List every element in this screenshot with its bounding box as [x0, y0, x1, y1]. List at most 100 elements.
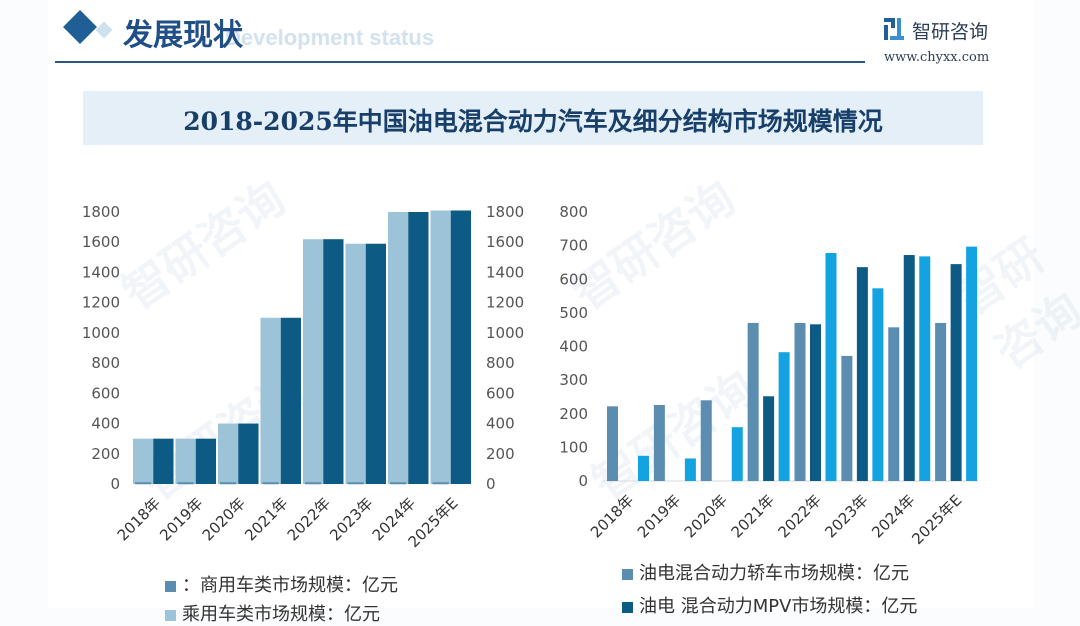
bar-light: [260, 317, 281, 484]
bar-dark: [323, 239, 344, 484]
bar-series-0: [653, 405, 665, 481]
y-tick-label: 100: [559, 438, 588, 456]
y2-tick-label: 200: [486, 445, 515, 463]
bar-light: [388, 212, 409, 484]
bar-series-0: [747, 322, 759, 481]
bar-series-1: [763, 396, 775, 481]
y-tick-label: 300: [559, 371, 588, 389]
bar-series-2: [966, 246, 978, 481]
x-tick-label: 2019年: [156, 494, 206, 544]
y-tick-label: 400: [559, 338, 588, 356]
bar-series-1: [856, 267, 868, 481]
bar-series-1: [950, 264, 962, 481]
bar-commercial: [390, 482, 407, 485]
y-tick-label: 1000: [82, 324, 120, 342]
bar-light: [430, 210, 451, 484]
header-divider: [55, 61, 865, 63]
legend-item-mpv: 油电 混合动力MPV市场规模：亿元: [622, 592, 917, 618]
bar-dark: [280, 317, 301, 484]
y-tick-label: 0: [110, 475, 120, 493]
bar-dark: [195, 438, 216, 484]
y2-tick-label: 1200: [486, 294, 524, 312]
chart-title: 2018-2025年中国油电混合动力汽车及细分结构市场规模情况: [183, 107, 883, 136]
bar-series-2: [731, 427, 743, 481]
y-tick-label: 700: [559, 237, 588, 255]
bar-dark: [153, 438, 174, 484]
bar-commercial: [177, 482, 194, 485]
logo-url[interactable]: www.chyxx.com: [884, 50, 990, 65]
bar-series-2: [919, 256, 931, 481]
y2-tick-label: 1400: [486, 263, 524, 281]
x-tick-label: 2020年: [681, 491, 731, 541]
x-tick-label: 2019年: [634, 491, 684, 541]
y-tick-label: 600: [91, 384, 120, 402]
y-tick-label: 200: [559, 405, 588, 423]
legend-swatch: [622, 601, 633, 613]
chart-title-banner: 2018-2025年中国油电混合动力汽车及细分结构市场规模情况: [83, 91, 983, 145]
bar-commercial: [135, 482, 152, 485]
y2-tick-label: 600: [486, 384, 515, 402]
bar-series-0: [794, 322, 806, 481]
bar-commercial: [432, 482, 449, 485]
bar-light: [303, 239, 324, 484]
bar-series-1: [810, 324, 821, 481]
bar-commercial: [220, 482, 237, 485]
legend-label: ：商用车类市场规模：亿元: [182, 575, 398, 596]
y2-tick-label: 800: [486, 354, 515, 372]
y-tick-label: 800: [91, 354, 120, 372]
legend-swatch: [622, 568, 633, 580]
section-subtitle: Development status: [225, 25, 435, 50]
x-tick-label: 2022年: [774, 491, 824, 541]
logo-icon: [884, 18, 904, 40]
bar-light: [218, 423, 239, 484]
legend-swatch: [165, 609, 176, 621]
y-tick-label: 600: [559, 270, 588, 288]
y2-tick-label: 1600: [486, 233, 524, 251]
legend-label: 油电 混合动力MPV市场规模：亿元: [639, 596, 918, 617]
y2-tick-label: 1800: [486, 203, 524, 221]
y-tick-label: 200: [91, 445, 120, 463]
y2-tick-label: 1000: [486, 324, 524, 342]
legend-item-passenger: 乘用车类市场规模：亿元: [165, 600, 380, 626]
y-tick-label: 1400: [82, 263, 120, 281]
y-tick-label: 500: [559, 304, 588, 322]
section-title: 发展现状: [123, 18, 243, 53]
bar-light: [345, 243, 366, 484]
bar-series-2: [638, 455, 649, 481]
x-tick-label: 2018年: [587, 491, 637, 541]
bar-dark: [238, 423, 259, 484]
bar-commercial: [262, 482, 279, 485]
bar-series-0: [841, 355, 853, 481]
bar-series-0: [935, 322, 947, 481]
x-tick-label: 2023年: [326, 494, 376, 544]
x-tick-label: 2022年: [284, 494, 334, 544]
y2-tick-label: 0: [486, 475, 496, 493]
bar-series-2: [872, 288, 884, 481]
y-tick-label: 1200: [82, 294, 120, 312]
y2-tick-label: 400: [486, 415, 515, 433]
y-tick-label: 0: [578, 472, 588, 490]
bar-dark: [408, 212, 429, 484]
x-tick-label: 2018年: [114, 494, 164, 544]
x-tick-label: 2020年: [199, 494, 249, 544]
legend-item-commercial: ：商用车类市场规模：亿元: [165, 571, 398, 597]
legend-label: 油电混合动力轿车市场规模：亿元: [639, 563, 909, 584]
x-tick-label: 2021年: [728, 491, 778, 541]
y-tick-label: 1600: [82, 233, 120, 251]
bar-series-2: [825, 253, 837, 481]
bar-series-1: [903, 255, 915, 481]
bar-commercial: [347, 482, 364, 485]
bar-series-2: [684, 458, 696, 481]
legend-label: 乘用车类市场规模：亿元: [182, 604, 380, 625]
x-tick-label: 2021年: [241, 494, 291, 544]
bar-series-0: [607, 406, 618, 481]
bar-series-0: [700, 400, 712, 481]
legend-swatch: [165, 580, 176, 592]
bar-commercial: [305, 482, 322, 485]
y-tick-label: 1800: [82, 203, 120, 221]
y-tick-label: 400: [91, 415, 120, 433]
x-tick-label: 2023年: [821, 491, 871, 541]
logo-name: 智研咨询: [912, 21, 989, 43]
bar-series-0: [888, 327, 900, 481]
y-tick-label: 800: [559, 203, 588, 221]
